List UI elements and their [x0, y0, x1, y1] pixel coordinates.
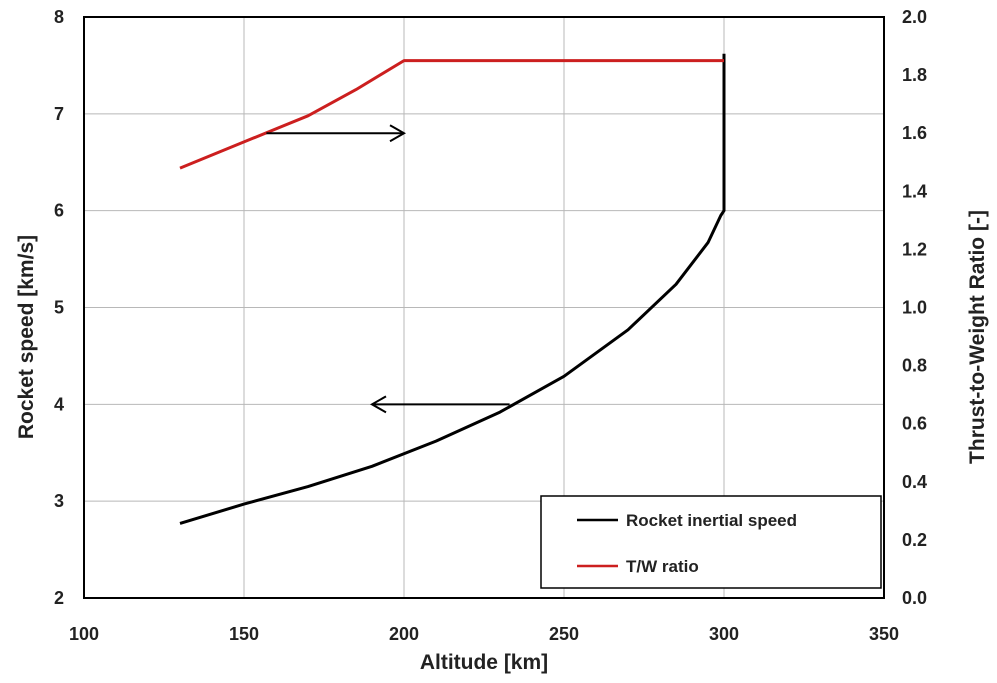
left-y-tick-label: 8: [54, 7, 64, 27]
left-y-axis-tick-labels: 2 3 4 5 6 7 8: [54, 7, 64, 608]
plot-frame: [83, 16, 885, 599]
right-y-tick-label: 1.2: [902, 239, 927, 259]
left-y-tick-label: 3: [54, 491, 64, 511]
right-y-tick-label: 0.4: [902, 472, 927, 492]
series-line-rocket-inertial-speed: [179, 53, 726, 525]
x-tick-label: 300: [709, 624, 739, 644]
series-line-t-w-ratio: [179, 59, 724, 170]
series-layer: [179, 53, 726, 525]
legend-box: [540, 495, 882, 589]
left-y-axis-title: Rocket speed [km/s]: [15, 235, 38, 439]
annotation-arrows: [266, 124, 510, 414]
right-y-tick-label: 1.4: [902, 181, 927, 201]
x-tick-label: 250: [549, 624, 579, 644]
legend-label-rocket-inertial-speed: Rocket inertial speed: [626, 511, 797, 530]
right-y-tick-label: 0.6: [902, 414, 927, 434]
x-axis-title: Altitude [km]: [420, 651, 548, 674]
x-tick-label: 200: [389, 624, 419, 644]
x-tick-label: 150: [229, 624, 259, 644]
legend: Rocket inertial speed T/W ratio: [540, 495, 882, 589]
right-y-axis-tick-labels: 0.0 0.2 0.4 0.6 0.8 1.0 1.2 1.4 1.6 1.8 2.0: [902, 7, 927, 608]
x-tick-label: 100: [69, 624, 99, 644]
right-y-tick-label: 0.0: [902, 588, 927, 608]
right-y-tick-label: 1.8: [902, 65, 927, 85]
right-y-tick-label: 1.6: [902, 123, 927, 143]
right-y-axis-title: Thrust-to-Weight Ratio [-]: [966, 210, 989, 464]
arrow-head-right: [389, 124, 407, 143]
x-axis-tick-labels: 100 150 200 250 300 350: [69, 624, 899, 644]
right-y-tick-label: 2.0: [902, 7, 927, 27]
left-y-tick-label: 6: [54, 201, 64, 221]
legend-label-tw-ratio: T/W ratio: [626, 557, 699, 576]
x-tick-label: 350: [869, 624, 899, 644]
left-y-tick-label: 7: [54, 104, 64, 124]
right-y-tick-label: 1.0: [902, 298, 927, 318]
left-y-tick-label: 4: [54, 394, 64, 414]
arrow-head-left: [369, 395, 387, 414]
right-y-tick-label: 0.8: [902, 356, 927, 376]
left-y-tick-label: 5: [54, 298, 64, 318]
left-y-tick-label: 2: [54, 588, 64, 608]
right-y-tick-label: 0.2: [902, 530, 927, 550]
